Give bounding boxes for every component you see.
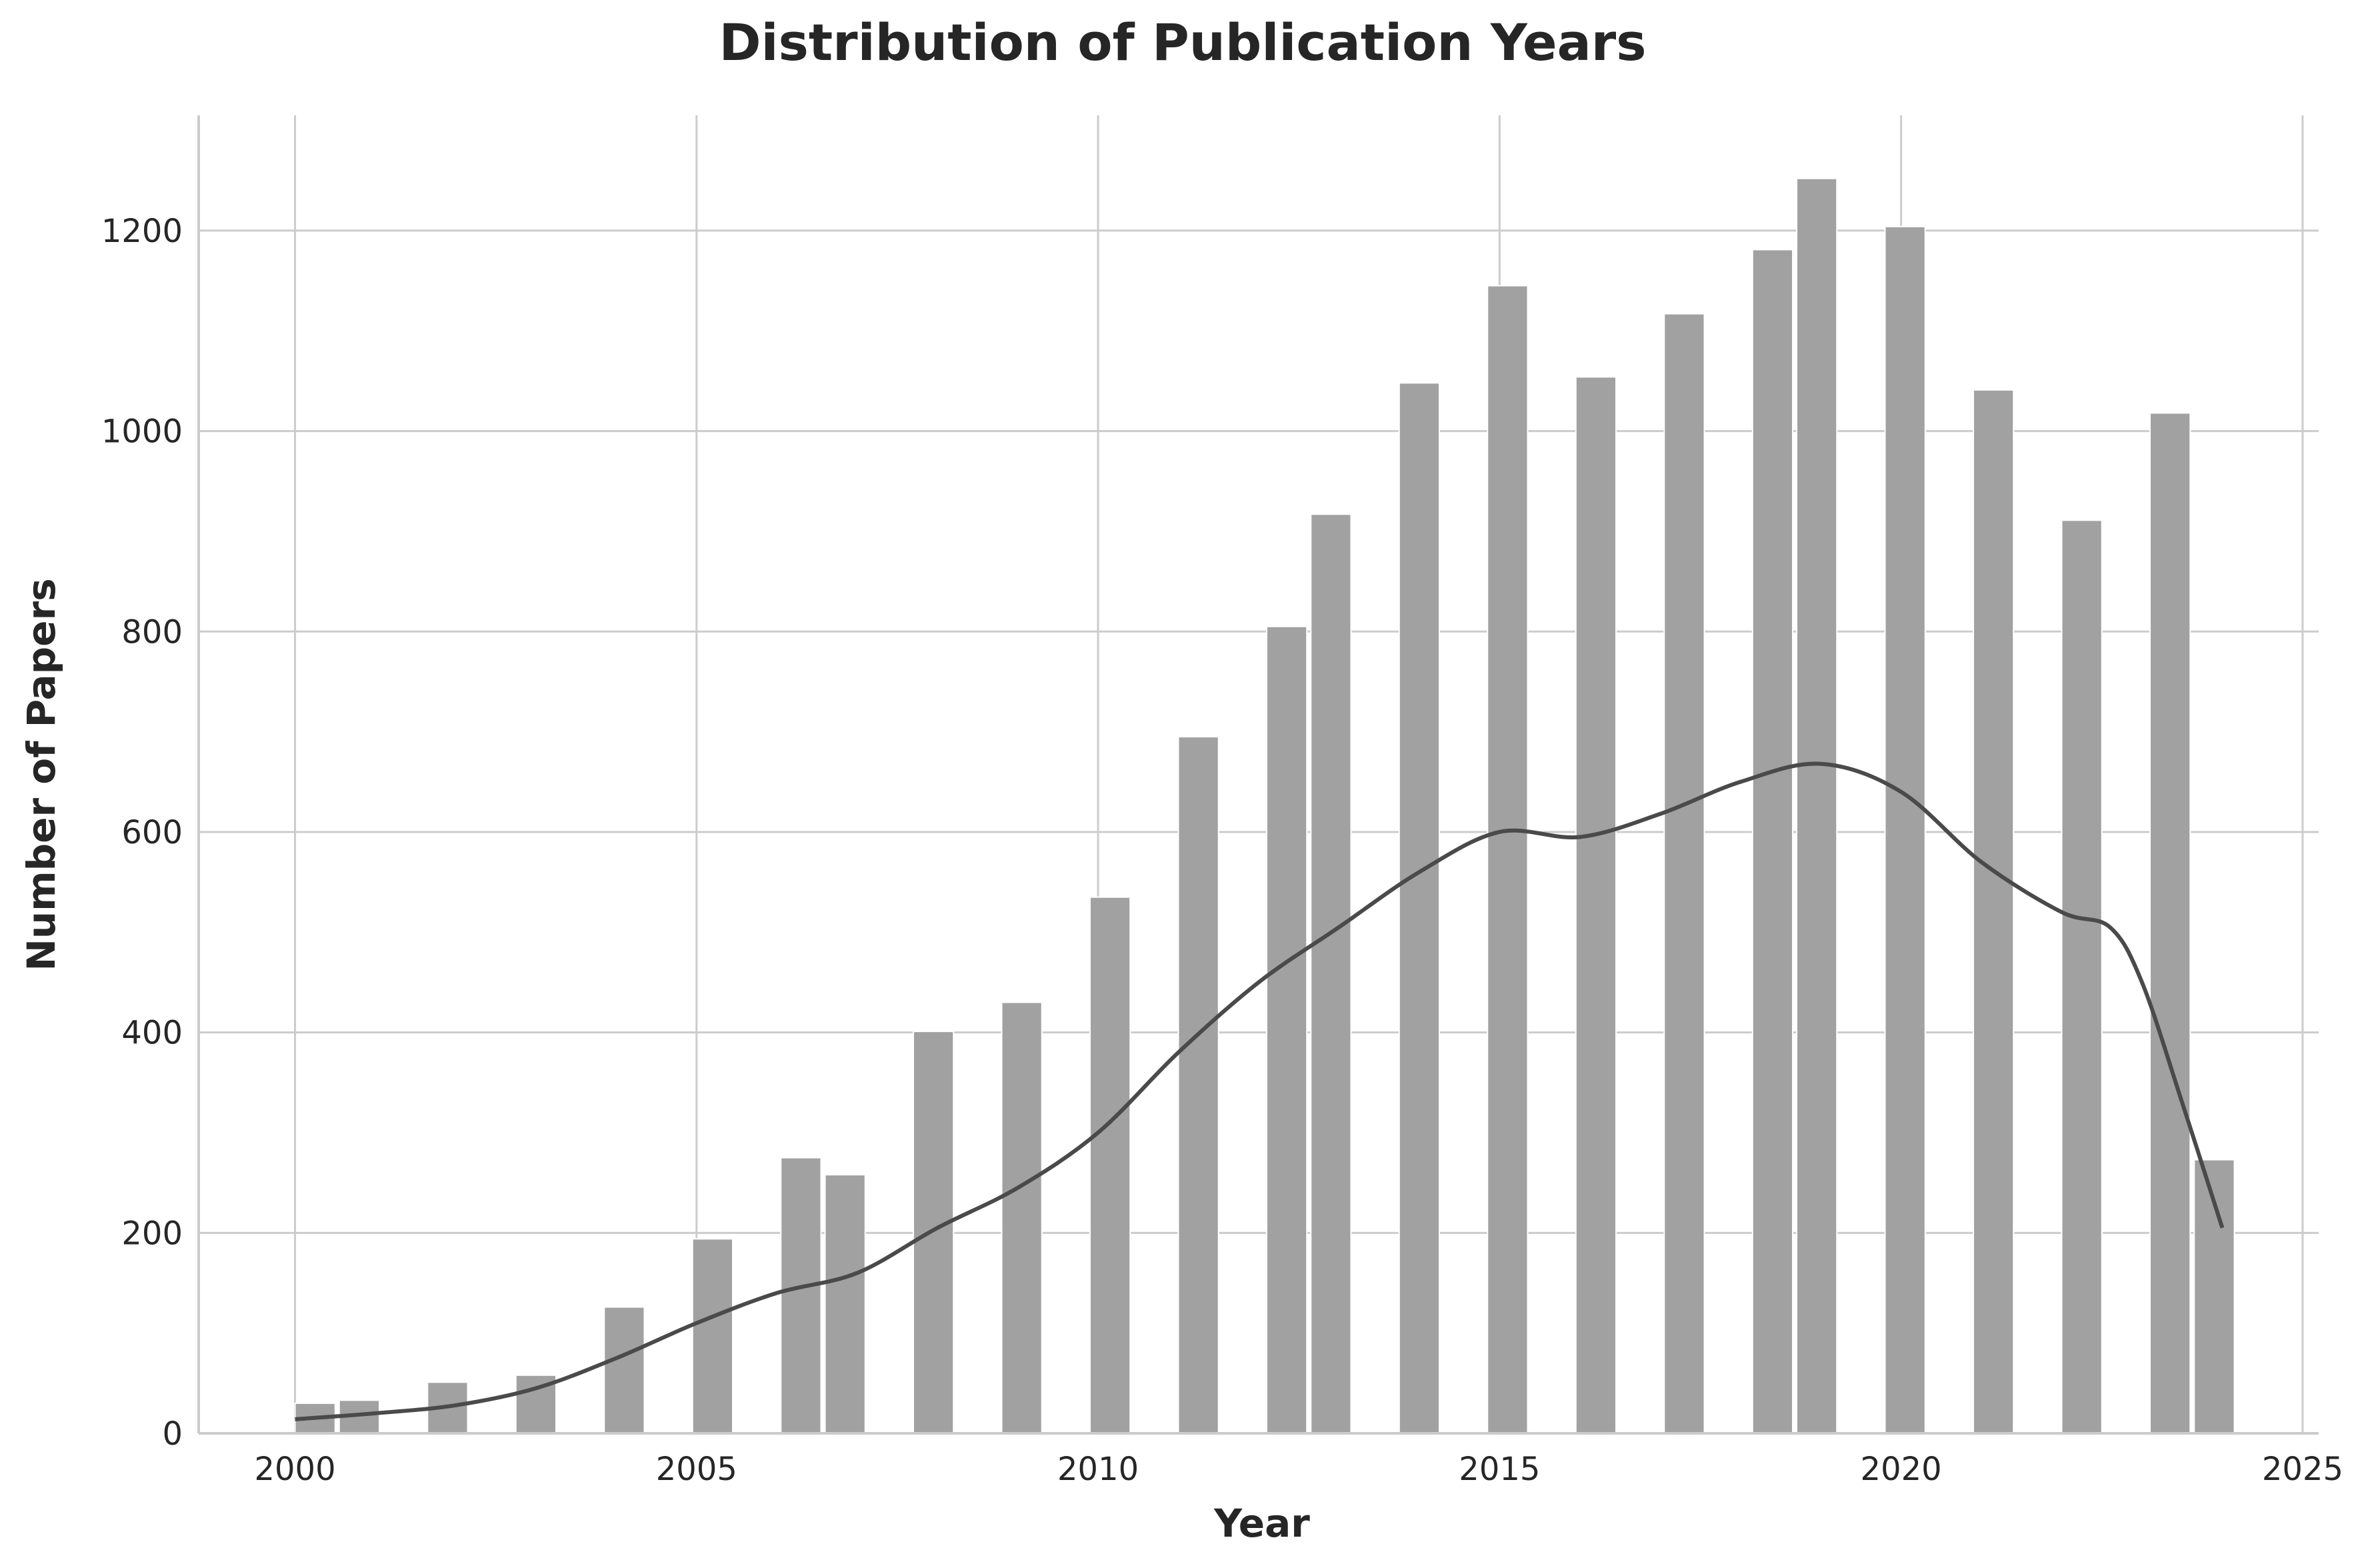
histogram-bar [824,1174,866,1434]
y-tick-label: 1000 [101,413,183,451]
histogram-bar [1001,1001,1043,1435]
histogram-bar [1751,249,1794,1435]
y-tick-label: 600 [121,814,183,851]
kde-line-layer [295,761,2225,1421]
histogram-bar [2149,412,2191,1434]
histogram-bars [294,177,2235,1435]
x-tick-label: 2015 [1459,1451,1540,1488]
y-tick-label: 0 [162,1415,183,1453]
histogram-bar [1973,389,2015,1434]
histogram-bar [1177,736,1219,1434]
histogram-bar [1796,177,1838,1434]
y-tick-label: 200 [121,1215,183,1252]
axis-spines [197,115,2319,1435]
x-tick-labels: 2000 2005 2010 2015 2020 2025 [254,1451,2343,1488]
y-tick-labels: 0 200 400 600 800 1000 1200 [101,213,183,1453]
y-tick-label: 800 [121,613,183,651]
grid [199,115,2319,1435]
kde-line [295,761,2225,1421]
histogram-bar [1884,225,1926,1434]
chart-title: Distribution of Publication Years [719,13,1646,72]
y-tick-label: 400 [121,1015,183,1052]
histogram-bar [1487,285,1529,1434]
histogram-bar [1398,382,1441,1434]
histogram-bar [780,1157,822,1435]
histogram-bar [1575,376,1617,1434]
histogram-bar [691,1238,734,1435]
histogram-bar [2061,519,2103,1434]
x-tick-label: 2005 [656,1451,737,1488]
histogram-bar [913,1031,955,1435]
histogram-bar [1266,625,1308,1434]
y-axis-label: Number of Papers [19,578,64,971]
x-tick-label: 2000 [254,1451,335,1488]
histogram-bar [1663,313,1705,1434]
y-tick-label: 1200 [101,213,183,250]
histogram-bar [1310,513,1352,1435]
x-tick-label: 2010 [1057,1451,1139,1488]
histogram-bar [1089,896,1131,1434]
x-axis-label: Year [1213,1501,1310,1546]
x-tick-label: 2020 [1861,1451,1942,1488]
x-tick-label: 2025 [2262,1451,2343,1488]
histogram-bar [603,1306,645,1435]
